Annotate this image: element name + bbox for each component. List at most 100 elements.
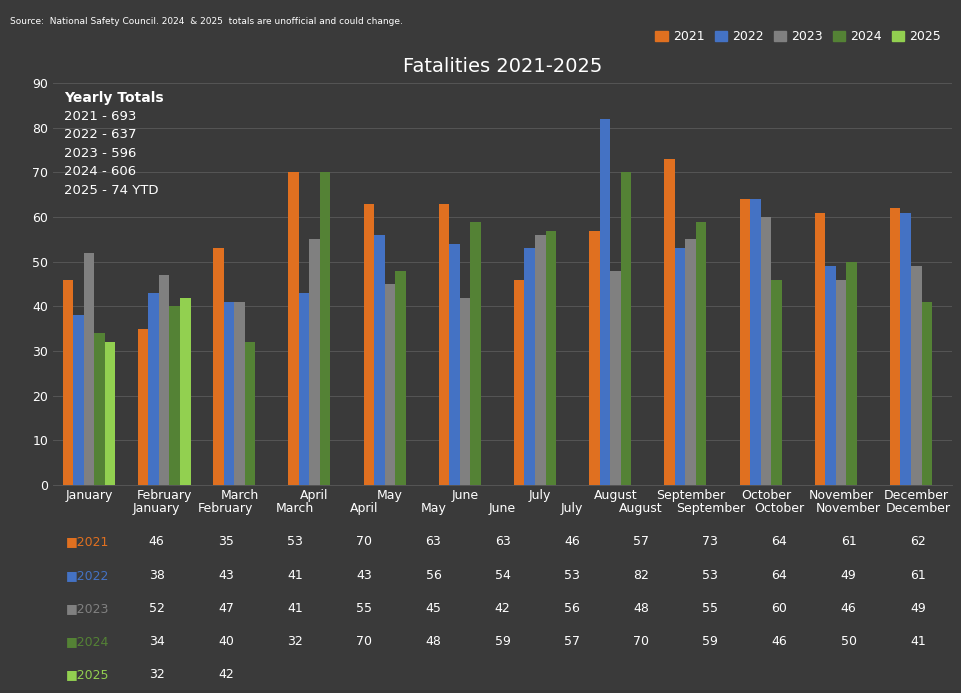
Text: 47: 47 (218, 602, 234, 615)
Text: May: May (420, 502, 446, 515)
Text: 32: 32 (149, 669, 164, 681)
Text: 49: 49 (909, 602, 924, 615)
Text: 53: 53 (286, 536, 303, 548)
Bar (835, 280, 846, 485)
Text: 64: 64 (771, 536, 786, 548)
Text: 45: 45 (425, 602, 441, 615)
Text: 53: 53 (563, 569, 579, 581)
Bar (814, 213, 825, 485)
Title: Fatalities 2021-2025: Fatalities 2021-2025 (403, 57, 602, 76)
Bar (899, 213, 910, 485)
Text: 32: 32 (287, 635, 303, 648)
Text: 62: 62 (909, 536, 924, 548)
Bar (889, 208, 899, 485)
Text: 41: 41 (909, 635, 924, 648)
Text: 63: 63 (425, 536, 441, 548)
Text: 38: 38 (149, 569, 164, 581)
Bar (739, 200, 750, 485)
Text: 57: 57 (632, 536, 649, 548)
Text: 35: 35 (218, 536, 234, 548)
Text: September: September (675, 502, 744, 515)
Text: 41: 41 (287, 602, 303, 615)
Text: 50: 50 (840, 635, 855, 648)
Text: 34: 34 (149, 635, 164, 648)
Bar (234, 302, 244, 485)
Text: February: February (198, 502, 254, 515)
Bar (180, 297, 190, 485)
Bar (62, 280, 73, 485)
Text: 63: 63 (494, 536, 510, 548)
Text: ■2021: ■2021 (65, 536, 110, 548)
Text: 40: 40 (218, 635, 234, 648)
Text: 46: 46 (563, 536, 579, 548)
Bar (695, 222, 705, 485)
Text: April: April (350, 502, 378, 515)
Text: 60: 60 (771, 602, 786, 615)
Bar (137, 328, 148, 485)
Bar (438, 204, 449, 485)
Text: 48: 48 (632, 602, 649, 615)
Bar (94, 333, 105, 485)
Text: August: August (619, 502, 662, 515)
Text: Yearly Totals: Yearly Totals (63, 91, 163, 105)
Bar (384, 284, 395, 485)
Text: March: March (276, 502, 314, 515)
Text: 64: 64 (771, 569, 786, 581)
Text: December: December (884, 502, 949, 515)
Text: 56: 56 (563, 602, 579, 615)
Text: 73: 73 (702, 536, 718, 548)
Text: 41: 41 (287, 569, 303, 581)
Bar (459, 297, 470, 485)
Text: 49: 49 (840, 569, 855, 581)
Bar (105, 342, 115, 485)
Text: 56: 56 (425, 569, 441, 581)
Bar (244, 342, 255, 485)
Bar (588, 231, 599, 485)
Bar (395, 271, 406, 485)
Text: 57: 57 (563, 635, 579, 648)
Bar (470, 222, 480, 485)
Bar (374, 235, 384, 485)
Bar (449, 244, 459, 485)
Text: 43: 43 (218, 569, 234, 581)
Bar (609, 271, 620, 485)
Text: 55: 55 (702, 602, 718, 615)
Text: 61: 61 (909, 569, 924, 581)
Bar (299, 293, 309, 485)
Bar (84, 253, 94, 485)
Bar (910, 266, 921, 485)
Text: 46: 46 (840, 602, 855, 615)
Legend: 2021, 2022, 2023, 2024, 2025: 2021, 2022, 2023, 2024, 2025 (650, 25, 946, 48)
Text: 46: 46 (149, 536, 164, 548)
Bar (846, 262, 856, 485)
Bar (675, 248, 684, 485)
Bar (620, 173, 630, 485)
Bar (750, 200, 760, 485)
Bar (320, 173, 330, 485)
Text: 46: 46 (771, 635, 786, 648)
Text: ■2023: ■2023 (65, 602, 110, 615)
Text: ■2025: ■2025 (65, 669, 110, 681)
Bar (664, 159, 675, 485)
Bar (599, 119, 609, 485)
Bar (534, 235, 545, 485)
Text: January: January (133, 502, 181, 515)
Bar (771, 280, 781, 485)
Bar (223, 302, 234, 485)
Bar (288, 173, 299, 485)
Text: 61: 61 (840, 536, 855, 548)
Text: October: October (753, 502, 803, 515)
Text: 42: 42 (494, 602, 510, 615)
Text: 53: 53 (702, 569, 718, 581)
Text: 43: 43 (356, 569, 372, 581)
Text: 42: 42 (218, 669, 234, 681)
Bar (921, 302, 931, 485)
Text: 70: 70 (356, 635, 372, 648)
Bar (524, 248, 534, 485)
Text: 48: 48 (425, 635, 441, 648)
Text: 59: 59 (702, 635, 718, 648)
Text: November: November (815, 502, 880, 515)
Text: Source:  National Safety Council. 2024  & 2025  totals are unofficial and could : Source: National Safety Council. 2024 & … (10, 17, 402, 26)
Text: 2021 - 693
2022 - 637
2023 - 596
2024 - 606
2025 - 74 YTD: 2021 - 693 2022 - 637 2023 - 596 2024 - … (63, 91, 158, 197)
Text: 82: 82 (632, 569, 649, 581)
